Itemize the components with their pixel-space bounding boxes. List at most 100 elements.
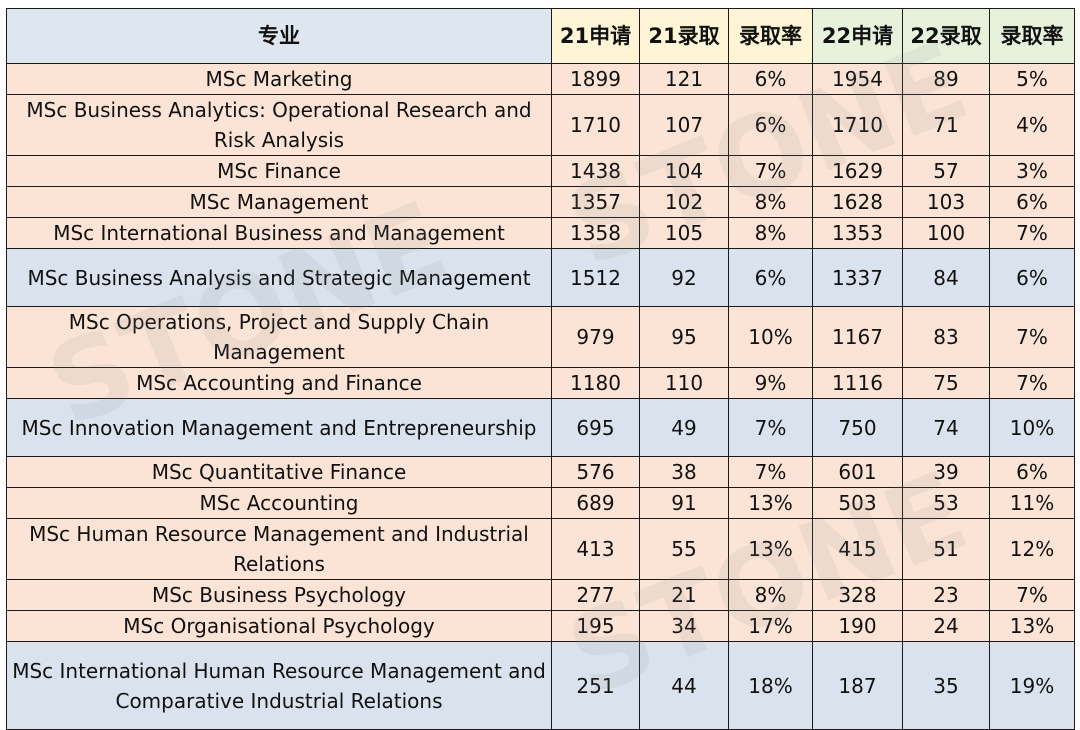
major-cell: MSc Finance	[6, 155, 552, 187]
apply-21-cell: 689	[551, 487, 640, 519]
admit-22-cell: 23	[902, 579, 990, 611]
apply-21-cell: 1512	[551, 248, 640, 307]
admission-table-container: 专业 21申请 21录取 录取率 22申请 22录取 录取率 MSc Marke…	[6, 8, 1075, 730]
major-cell: MSc Marketing	[6, 63, 552, 95]
rate-22-cell: 13%	[989, 610, 1075, 642]
major-cell: MSc International Business and Managemen…	[6, 217, 552, 249]
table-row: MSc Marketing 1899 121 6% 1954 89 5%	[6, 63, 1075, 95]
admit-21-cell: 44	[639, 641, 729, 730]
admit-22-cell: 84	[902, 248, 990, 307]
table-row: MSc International Business and Managemen…	[6, 217, 1075, 249]
rate-22-cell: 11%	[989, 487, 1075, 519]
admit-21-cell: 91	[639, 487, 729, 519]
admit-22-cell: 35	[902, 641, 990, 730]
rate-22-cell: 6%	[989, 456, 1075, 488]
rate-22-cell: 7%	[989, 306, 1075, 368]
rate-22-cell: 7%	[989, 579, 1075, 611]
major-cell: MSc Business Psychology	[6, 579, 552, 611]
apply-21-cell: 413	[551, 518, 640, 580]
major-cell: MSc Business Analytics: Operational Rese…	[6, 94, 552, 156]
apply-22-cell: 187	[812, 641, 903, 730]
admit-21-cell: 34	[639, 610, 729, 642]
apply-22-cell: 1710	[812, 94, 903, 156]
apply-22-cell: 750	[812, 398, 903, 457]
table-row: MSc Accounting 689 91 13% 503 53 11%	[6, 487, 1075, 519]
major-cell: MSc Quantitative Finance	[6, 456, 552, 488]
apply-22-cell: 503	[812, 487, 903, 519]
rate-21-cell: 10%	[728, 306, 813, 368]
apply-21-cell: 1180	[551, 367, 640, 399]
admit-22-cell: 24	[902, 610, 990, 642]
rate-21-cell: 17%	[728, 610, 813, 642]
admit-22-cell: 71	[902, 94, 990, 156]
table-row: MSc Business Psychology 277 21 8% 328 23 7%	[6, 579, 1075, 611]
major-cell: MSc Operations, Project and Supply Chain…	[6, 306, 552, 368]
apply-21-cell: 1438	[551, 155, 640, 187]
apply-22-cell: 1337	[812, 248, 903, 307]
table-row: MSc Operations, Project and Supply Chain…	[6, 306, 1075, 368]
admission-table: 专业 21申请 21录取 录取率 22申请 22录取 录取率 MSc Marke…	[6, 8, 1075, 730]
apply-21-cell: 979	[551, 306, 640, 368]
major-cell: MSc Human Resource Management and Indust…	[6, 518, 552, 580]
apply-22-cell: 328	[812, 579, 903, 611]
rate-21-cell: 7%	[728, 155, 813, 187]
admit-21-cell: 92	[639, 248, 729, 307]
rate-21-cell: 7%	[728, 398, 813, 457]
rate-21-cell: 8%	[728, 579, 813, 611]
admit-21-cell: 38	[639, 456, 729, 488]
apply-22-cell: 1628	[812, 186, 903, 218]
rate-21-cell: 6%	[728, 248, 813, 307]
admit-22-cell: 103	[902, 186, 990, 218]
admit-22-cell: 53	[902, 487, 990, 519]
admit-21-cell: 107	[639, 94, 729, 156]
apply-22-cell: 601	[812, 456, 903, 488]
rate-21-cell: 13%	[728, 487, 813, 519]
apply-21-cell: 695	[551, 398, 640, 457]
table-row: MSc Business Analytics: Operational Rese…	[6, 94, 1075, 156]
table-row: MSc Organisational Psychology 195 34 17% 190…	[6, 610, 1075, 642]
admit-21-cell: 110	[639, 367, 729, 399]
admit-21-cell: 95	[639, 306, 729, 368]
rate-21-cell: 6%	[728, 63, 813, 95]
apply-21-cell: 277	[551, 579, 640, 611]
apply-22-cell: 1167	[812, 306, 903, 368]
apply-21-cell: 576	[551, 456, 640, 488]
admit-21-cell: 121	[639, 63, 729, 95]
admit-22-cell: 75	[902, 367, 990, 399]
rate-22-cell: 10%	[989, 398, 1075, 457]
rate-22-cell: 19%	[989, 641, 1075, 730]
apply-22-cell: 1954	[812, 63, 903, 95]
table-row: MSc Accounting and Finance 1180 110 9% 1116 7…	[6, 367, 1075, 399]
header-admit-21: 21录取	[639, 8, 729, 64]
admit-21-cell: 104	[639, 155, 729, 187]
rate-22-cell: 7%	[989, 217, 1075, 249]
admit-21-cell: 105	[639, 217, 729, 249]
major-cell: MSc Accounting	[6, 487, 552, 519]
header-rate-22: 录取率	[989, 8, 1075, 64]
admit-21-cell: 55	[639, 518, 729, 580]
table-row: MSc Human Resource Management and Indust…	[6, 518, 1075, 580]
apply-22-cell: 190	[812, 610, 903, 642]
rate-22-cell: 6%	[989, 248, 1075, 307]
rate-22-cell: 12%	[989, 518, 1075, 580]
admit-21-cell: 102	[639, 186, 729, 218]
apply-22-cell: 1353	[812, 217, 903, 249]
apply-21-cell: 1358	[551, 217, 640, 249]
rate-21-cell: 8%	[728, 186, 813, 218]
admit-22-cell: 74	[902, 398, 990, 457]
apply-21-cell: 1710	[551, 94, 640, 156]
admit-22-cell: 89	[902, 63, 990, 95]
header-major: 专业	[6, 8, 552, 64]
table-row: MSc International Human Resource Managem…	[6, 641, 1075, 730]
rate-21-cell: 18%	[728, 641, 813, 730]
header-apply-21: 21申请	[551, 8, 640, 64]
apply-22-cell: 415	[812, 518, 903, 580]
rate-22-cell: 3%	[989, 155, 1075, 187]
admit-22-cell: 100	[902, 217, 990, 249]
admit-22-cell: 51	[902, 518, 990, 580]
major-cell: MSc Management	[6, 186, 552, 218]
rate-21-cell: 9%	[728, 367, 813, 399]
rate-22-cell: 5%	[989, 63, 1075, 95]
table-row: MSc Management 1357 102 8% 1628 103 6%	[6, 186, 1075, 218]
admit-22-cell: 39	[902, 456, 990, 488]
